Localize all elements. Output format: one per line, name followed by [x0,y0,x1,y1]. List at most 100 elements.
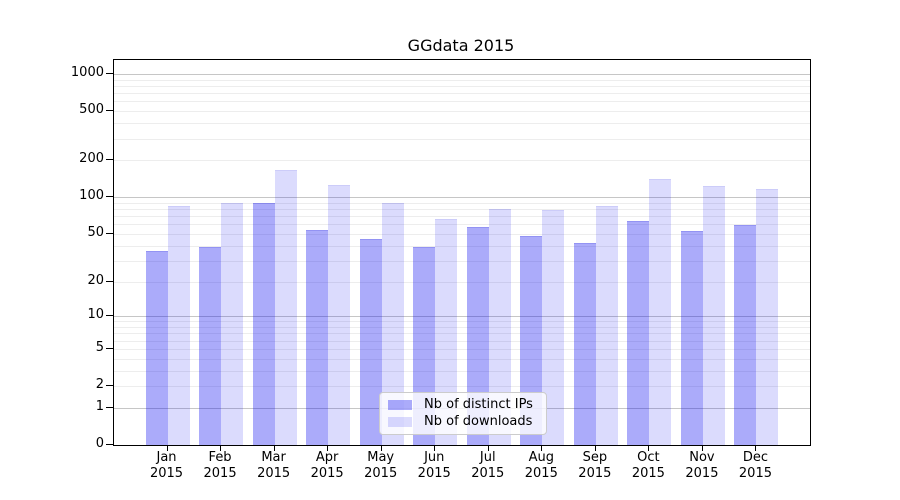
y-tick-mark-100 [106,196,113,198]
x-tick-mark-aug [541,445,543,451]
x-tick-label-feb: Feb 2015 [185,450,255,481]
x-tick-mark-jul [487,445,489,451]
x-tick-month-feb: Feb [208,450,232,465]
y-tick-label-10: 10 [87,307,104,323]
x-tick-label-jul: Jul 2015 [453,450,523,481]
y-gridline-minor-300 [114,138,810,140]
x-tick-month-jul: Jul [479,450,496,465]
x-tick-year-sep: 2015 [578,465,612,481]
y-tick-mark-200 [106,159,113,161]
x-tick-mark-dec [755,445,757,451]
y-tick-label-0: 0 [95,436,104,451]
y-gridline-minor-600 [114,101,810,103]
x-tick-month-apr: Apr [315,450,339,465]
x-tick-mark-jun [434,445,436,451]
y-tick-label-500: 500 [79,102,104,118]
x-tick-label-jan: Jan 2015 [132,450,202,481]
y-tick-mark-20 [106,280,113,282]
x-tick-mark-nov [701,445,703,451]
x-tick-month-dec: Dec [742,450,769,465]
x-tick-year-oct: 2015 [631,465,665,481]
bar-distinct-ips-dec [734,225,757,445]
y-tick-label-1000: 1000 [70,65,104,80]
y-gridline-major-1000 [114,74,810,75]
x-tick-year-jul: 2015 [471,465,505,481]
x-tick-year-may: 2015 [364,465,398,481]
y-gridline-minor-50 [114,233,810,235]
y-gridline-minor-70 [114,216,810,218]
x-tick-label-sep: Sep 2015 [560,450,630,481]
bar-downloads-jul [488,209,511,445]
y-tick-mark-50 [106,232,113,234]
x-tick-label-dec: Dec 2015 [720,450,790,481]
x-tick-month-may: May [367,450,395,465]
y-tick-label-5: 5 [95,339,104,355]
x-tick-month-sep: Sep [582,450,608,465]
x-tick-year-aug: 2015 [524,465,558,481]
x-tick-mark-may [380,445,382,451]
y-gridline-minor-5 [114,348,810,350]
bar-distinct-ips-nov [680,230,703,445]
x-tick-year-apr: 2015 [310,465,344,481]
x-tick-mark-mar [273,445,275,451]
x-tick-mark-sep [594,445,596,451]
y-tick-label-200: 200 [79,151,104,167]
x-tick-mark-feb [220,445,222,451]
x-tick-year-mar: 2015 [257,465,291,481]
chart-title: GGdata 2015 [407,36,515,55]
y-tick-mark-1 [106,406,113,408]
y-tick-mark-5 [106,347,113,349]
bar-downloads-jan [167,206,190,445]
y-tick-mark-2 [106,385,113,386]
y-gridline-minor-8 [114,327,810,328]
x-tick-label-apr: Apr 2015 [292,450,362,481]
bar-downloads-aug [542,210,565,445]
x-tick-month-nov: Nov [689,450,715,465]
y-gridline-minor-900 [114,79,810,81]
y-tick-mark-0 [106,444,113,445]
legend-item-distinct-ips: Nb of distinct IPs [386,397,540,413]
plot-area [113,59,811,446]
y-gridline-minor-90 [114,202,810,204]
legend-label-distinct-ips: Nb of distinct IPs [424,396,533,412]
y-tick-mark-1000 [106,73,113,74]
bar-downloads-feb [221,202,244,445]
y-gridline-minor-9 [114,321,810,323]
x-tick-mark-apr [327,445,329,451]
bar-distinct-ips-jan [145,251,168,445]
x-tick-label-aug: Aug 2015 [506,450,576,481]
bar-downloads-oct [649,179,672,445]
bar-downloads-mar [274,169,297,445]
x-tick-label-oct: Oct 2015 [613,450,683,481]
y-gridline-minor-7 [114,333,810,335]
y-gridline-minor-60 [114,224,810,226]
x-tick-year-jan: 2015 [149,465,184,481]
y-gridline-minor-2 [114,386,810,387]
y-gridline-minor-30 [114,260,810,262]
bar-downloads-jun [435,219,458,445]
x-tick-mark-jan [166,445,168,451]
bar-distinct-ips-feb [199,246,222,445]
y-gridline-minor-40 [114,245,810,247]
y-gridline-minor-4 [114,358,810,360]
y-tick-mark-10 [106,315,113,317]
y-tick-label-1: 1 [95,398,104,414]
x-tick-year-feb: 2015 [203,465,237,481]
x-tick-label-jun: Jun 2015 [399,450,469,481]
bar-downloads-apr [328,185,351,445]
x-tick-month-jan: Jan [156,450,177,465]
legend-label-downloads: Nb of downloads [424,414,533,430]
x-tick-year-jun: 2015 [417,465,451,481]
bar-distinct-ips-apr [306,229,329,445]
y-gridline-minor-80 [114,209,810,211]
bar-downloads-nov [702,186,725,445]
x-tick-month-aug: Aug [528,450,554,465]
legend-item-downloads: Nb of downloads [386,414,540,430]
bar-downloads-may [381,202,404,445]
y-tick-label-2: 2 [95,377,104,392]
x-tick-month-mar: Mar [261,450,286,465]
y-gridline-minor-200 [114,160,810,162]
x-tick-month-oct: Oct [637,450,660,465]
bar-downloads-dec [756,188,779,445]
